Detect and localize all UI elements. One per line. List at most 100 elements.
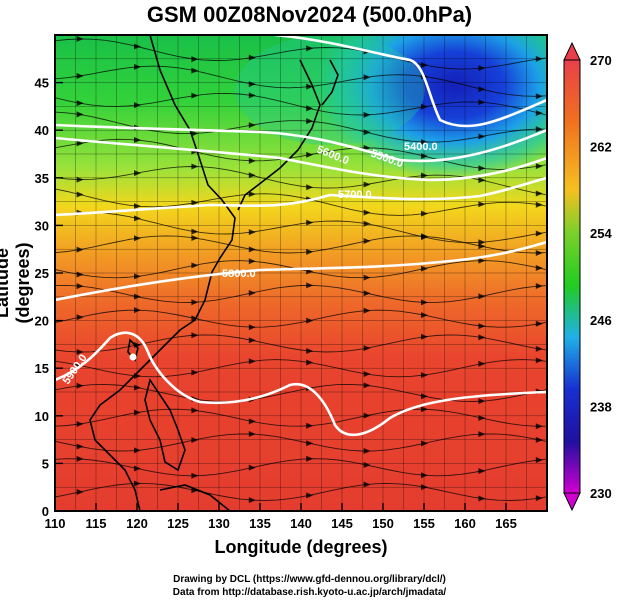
flow-arrow [134,273,141,280]
flow-arrow [191,56,199,63]
flow-arrow [421,484,428,491]
flow-arrow [535,190,543,197]
flow-arrow [134,43,141,50]
contour-5900 [55,331,547,437]
flow-arrow [421,299,428,306]
contour-5800 [55,240,547,302]
flow-arrow [248,172,256,179]
flow-arrow [363,462,371,469]
flow-arrow [134,307,141,314]
colorbar-label: 246 [590,313,612,328]
flow-arrow [535,249,543,256]
flow-arrow [306,83,314,90]
flow-arrow [134,170,141,177]
flow-arrow [76,100,84,107]
flow-arrow [191,67,199,74]
flow-arrow [76,283,84,290]
flow-arrow [421,393,428,400]
flow-arrow [306,248,314,255]
flow-arrow [478,243,486,250]
flow-arrow [191,228,199,235]
flow-arrow [306,440,314,447]
x-tick-label: 120 [126,516,148,531]
y-tick-label: 15 [35,361,49,376]
flow-arrow [191,369,199,376]
flow-arrow [363,129,371,136]
chart-title: GSM 00Z08Nov2024 (500.0hPa) [146,2,473,27]
flow-arrow [478,334,486,341]
flow-arrow [306,455,314,462]
flow-arrow [248,92,256,99]
credit-data: Data from http://database.rish.kyoto-u.a… [172,587,447,598]
flow-arrow [248,81,256,88]
flow-arrow [478,398,486,405]
flow-arrow [76,72,84,79]
colorbar-label: 254 [590,226,612,241]
flow-arrow [478,65,486,72]
flow-arrow [248,246,256,253]
coastline-taiwan [127,338,139,362]
flow-arrow [421,440,428,447]
flow-arrow [535,423,543,430]
contour-5600 [55,136,547,182]
field-layer [55,35,547,511]
flow-arrow [248,337,256,344]
flow-arrow [535,357,543,364]
flow-arrow [421,406,428,413]
flow-arrow [478,323,486,330]
flow-arrow [306,492,314,499]
y-tick-label: 20 [35,314,49,329]
flow-arrow [134,136,141,143]
flow-arrow [535,55,543,62]
x-tick-label: 115 [86,516,107,531]
x-tick-label: 160 [454,516,476,531]
contour-5500 [55,123,547,163]
flow-arrow [421,234,428,241]
x-tick-label: 125 [167,516,189,531]
flow-arrow [248,54,256,61]
flow-arrow [191,299,199,306]
colorbar-max-arrow [563,41,581,61]
x-axis-label: Longitude (degrees) [214,537,388,557]
flow-arrow [363,274,371,281]
flow-arrow [478,165,486,172]
contour-label-5800: 5800.0 [222,268,256,280]
flow-arrow [306,317,314,324]
flow-arrow [306,282,314,289]
streamlines [55,35,547,504]
x-axis: 110 115 120 125 130 135 140 145 150 155 160 165 [45,503,517,531]
flow-arrow [478,495,486,502]
flow-arrow [76,382,84,389]
flow-arrow [306,348,314,355]
y-axis: 0 5 10 15 20 25 30 35 40 45 [35,76,63,519]
flow-arrow [363,74,371,81]
flow-arrow [535,495,543,502]
flow-arrow [478,431,486,438]
flow-arrow [363,307,371,314]
flow-arrow [134,480,141,487]
flow-arrow [363,111,371,118]
flow-arrow [191,407,199,414]
flow-arrow [306,151,314,158]
x-tick-label: 140 [290,516,312,531]
flow-arrow [134,102,141,109]
flow-arrow [535,201,543,208]
x-tick-label: 130 [208,516,230,531]
flow-arrow [191,92,199,99]
flow-arrow [535,93,543,100]
flow-arrow [421,139,428,146]
flow-arrow [191,332,199,339]
flow-arrow [134,63,141,70]
flow-arrow [134,384,141,391]
flow-arrow [421,172,428,179]
flow-arrow [535,345,543,352]
flow-arrow [306,105,314,112]
coastline-hokkaido [321,59,339,106]
flow-arrow [535,110,543,117]
flow-arrow [76,271,84,278]
flow-arrow [76,314,84,321]
flow-arrow [306,359,314,366]
flow-arrow [76,140,84,147]
y-tick-label: 10 [35,409,49,424]
